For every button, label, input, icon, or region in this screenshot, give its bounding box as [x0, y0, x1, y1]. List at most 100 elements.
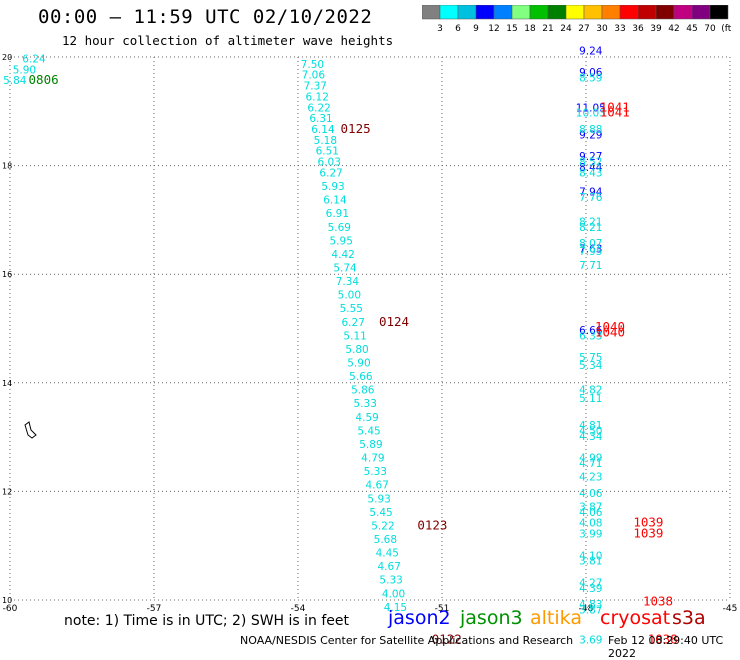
swh-value-label: 8.88 — [579, 124, 602, 136]
swh-value-label: 4.79 — [361, 453, 384, 465]
legend-label: 3 — [437, 24, 443, 34]
swh-value-label: 5.22 — [371, 520, 394, 532]
sat-label-jason2: jason2 — [388, 607, 451, 629]
swh-value-label: 8.52 — [579, 157, 602, 169]
swh-value-label: 11.05 — [576, 102, 606, 114]
swh-value-label: 4.39 — [579, 583, 602, 595]
sat-label-altika: altika — [530, 607, 582, 629]
swh-value-label: 5.93 — [321, 181, 344, 193]
swh-value-label: 6.33 — [579, 330, 602, 342]
swh-value-label: 5.11 — [579, 393, 602, 405]
swh-value-label: 4.23 — [579, 472, 602, 484]
credit-line: NOAA/NESDIS Center for Satellite Applica… — [240, 634, 574, 647]
legend-label: 45 — [686, 24, 697, 34]
chart-title: 00:00 – 11:59 UTC 02/10/2022 — [38, 6, 373, 28]
swh-value-label: 5.18 — [314, 135, 337, 147]
swh-value-label: 5.00 — [338, 290, 361, 302]
swh-value-label: 5.95 — [330, 235, 353, 247]
swh-value-label: 5.75 — [579, 352, 602, 364]
swh-value-label: 10.03 — [576, 108, 606, 120]
swh-value-label: 5.66 — [349, 371, 373, 383]
pass-time-label: 0806 — [29, 72, 59, 87]
pass-time-label: 1038 — [643, 593, 673, 608]
swh-value-label: 4.27 — [579, 577, 602, 589]
legend-label: 12 — [488, 24, 499, 34]
swh-value-label: 7.06 — [302, 70, 326, 82]
x-tick-label: -48 — [579, 604, 594, 614]
legend-label: 6 — [455, 24, 461, 34]
swh-value-label: 8.43 — [579, 167, 602, 179]
legend-swatch — [709, 4, 729, 20]
y-tick-label: 18 — [2, 162, 12, 171]
swh-value-label: 6.51 — [316, 146, 339, 158]
legend-label: 24 — [560, 24, 572, 34]
legend-label: 70 — [704, 24, 716, 34]
pass-time-label: 0124 — [379, 314, 409, 329]
swh-value-label: 4.34 — [579, 431, 603, 443]
swh-value-label: 5.80 — [345, 344, 368, 356]
footer-note: note: 1) Time is in UTC; 2) SWH is in fe… — [64, 613, 350, 629]
swh-value-label: 7.71 — [579, 260, 602, 272]
x-tick-label: -57 — [147, 604, 162, 614]
swh-value-label: 5.45 — [357, 425, 380, 437]
swh-value-label: 4.81 — [579, 420, 602, 432]
legend-label: 33 — [614, 24, 625, 34]
legend-label: (ft) — [721, 24, 732, 34]
swh-value-label: 4.50 — [579, 425, 602, 437]
y-tick-label: 14 — [2, 379, 12, 388]
legend-label: 27 — [578, 24, 589, 34]
swh-value-label: 7.50 — [301, 59, 324, 71]
swh-value-label: 7.34 — [336, 276, 360, 288]
swh-value-label: 4.00 — [382, 588, 405, 600]
x-tick-label: -60 — [3, 604, 18, 614]
swh-value-label: 6.91 — [326, 208, 349, 220]
swh-value-label: 5.33 — [354, 398, 377, 410]
swh-value-label: 7.76 — [579, 192, 603, 204]
legend-label: 30 — [596, 24, 608, 34]
swh-value-label: 6.03 — [318, 157, 341, 169]
legend-label: 42 — [668, 24, 679, 34]
swh-value-label: 5.90 — [13, 64, 36, 76]
swh-value-label: 7.63 — [579, 243, 602, 255]
swh-value-label: 7.95 — [579, 246, 602, 258]
pass-time-label: 1038 — [648, 631, 678, 646]
swh-value-label: 3.87 — [579, 501, 602, 513]
swh-value-label: 5.86 — [351, 385, 375, 397]
swh-value-label: 9.29 — [579, 129, 602, 141]
swh-value-label: 6.27 — [319, 167, 342, 179]
swh-value-label: 4.83 — [579, 599, 602, 611]
swh-value-label: 4.42 — [331, 249, 354, 261]
swh-value-label: 4.67 — [378, 561, 401, 573]
pass-time-label: 0122 — [432, 631, 462, 646]
sat-label-cryosat: cryosat — [600, 607, 671, 629]
swh-value-label: 9.24 — [579, 45, 603, 57]
swh-value-label: 3.81 — [579, 556, 602, 568]
swh-value-label: 6.14 — [311, 124, 335, 136]
swh-value-label: 8.59 — [579, 72, 602, 84]
sat-label-jason3: jason3 — [460, 607, 523, 629]
y-tick-label: 12 — [2, 487, 12, 496]
swh-value-label: 4.45 — [376, 548, 399, 560]
y-tick-label: 10 — [2, 596, 12, 605]
swh-value-label: 9.27 — [579, 151, 602, 163]
swh-value-label: 5.93 — [367, 493, 390, 505]
swh-value-label: 3.69 — [579, 634, 602, 646]
swh-value-label: 5.89 — [359, 439, 382, 451]
legend-label: 9 — [473, 24, 479, 34]
swh-value-label: 6.24 — [22, 53, 46, 65]
legend-label: 36 — [632, 24, 644, 34]
chart-subtitle: 12 hour collection of altimeter wave hei… — [62, 33, 394, 48]
legend-label: 39 — [650, 24, 662, 34]
swh-value-label: 3.87 — [579, 605, 602, 617]
swh-value-label: 5.90 — [347, 358, 370, 370]
x-tick-label: -51 — [435, 604, 450, 614]
swh-value-label: 5.68 — [374, 534, 397, 546]
swh-value-label: 5.11 — [343, 330, 366, 342]
pass-time-label: 1039 — [633, 526, 663, 541]
swh-value-label: 4.59 — [355, 412, 378, 424]
pass-time-label: 1041 — [600, 105, 630, 120]
y-tick-label: 20 — [2, 53, 12, 62]
swh-value-label: 4.67 — [366, 480, 389, 492]
